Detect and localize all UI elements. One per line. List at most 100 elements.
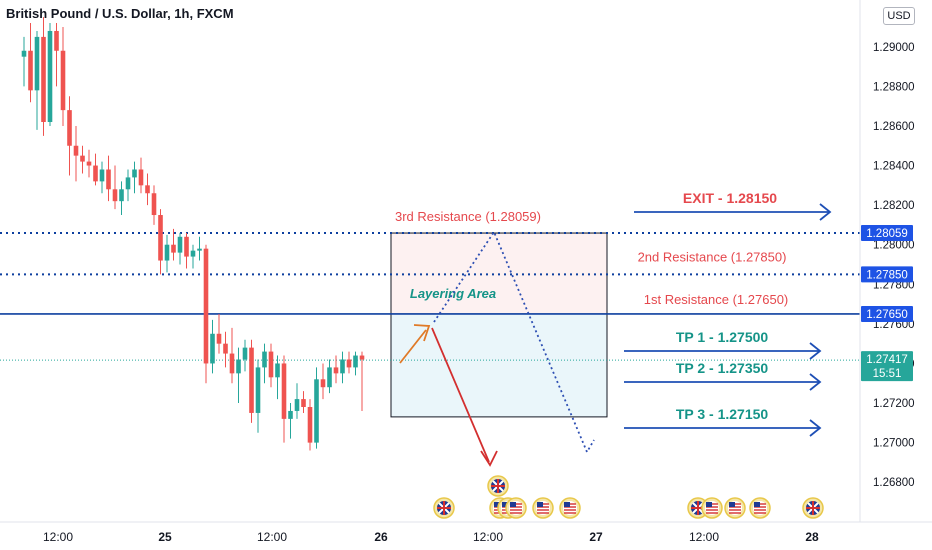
- candle-body: [301, 399, 306, 407]
- candle: [41, 17, 46, 136]
- y-tick-label: 1.28400: [873, 161, 915, 173]
- candle: [164, 234, 170, 273]
- candle-body: [125, 177, 131, 190]
- candle: [86, 149, 92, 178]
- candle: [223, 331, 228, 368]
- candle: [294, 383, 300, 419]
- candle-body: [255, 367, 261, 413]
- target-label: TP 2 - 1.27350: [676, 360, 769, 376]
- us-flag-icon: [701, 497, 723, 519]
- candle: [67, 96, 72, 176]
- candle: [359, 351, 365, 411]
- candle-body: [171, 244, 176, 253]
- candle: [145, 173, 150, 206]
- candle: [54, 23, 59, 87]
- candle: [340, 351, 345, 384]
- candle: [21, 36, 27, 87]
- y-tick-label: 1.27000: [873, 438, 915, 450]
- y-tick-label: 1.28000: [873, 240, 915, 252]
- level-label: 2nd Resistance (1.27850): [638, 249, 787, 264]
- candle-body: [93, 165, 98, 182]
- candle-body: [54, 30, 59, 51]
- candle: [171, 228, 176, 261]
- candle-body: [320, 379, 326, 388]
- x-tick-label: 12:00: [689, 530, 719, 544]
- level-price-tag: 1.27850: [866, 269, 908, 281]
- current-price-tag: 1.27417: [866, 354, 908, 366]
- candle: [93, 153, 98, 186]
- current-price-countdown: 15:51: [873, 368, 902, 380]
- candle: [73, 125, 79, 182]
- candle: [28, 23, 33, 103]
- candle-body: [307, 407, 313, 443]
- uk-flag-icon: [487, 475, 509, 497]
- candle-body: [340, 359, 345, 374]
- candle: [99, 161, 105, 194]
- currency-button[interactable]: USD: [883, 7, 915, 25]
- candle-body: [190, 250, 196, 257]
- candle: [119, 181, 124, 216]
- y-tick-label: 1.28200: [873, 200, 915, 212]
- candle: [314, 367, 319, 449]
- candle: [125, 169, 131, 202]
- candle-body: [80, 155, 85, 162]
- candle: [203, 244, 209, 384]
- candle: [281, 355, 287, 443]
- economic-events: [433, 475, 824, 519]
- candle: [47, 23, 53, 126]
- target-label: TP 3 - 1.27150: [676, 406, 769, 422]
- x-tick-label: 26: [374, 530, 388, 544]
- candle-body: [67, 110, 72, 146]
- candle: [275, 355, 280, 400]
- candle-body: [203, 248, 209, 364]
- candle-body: [28, 50, 33, 91]
- candle-body: [197, 248, 202, 251]
- candle-body: [138, 169, 144, 186]
- zone-lower: [390, 313, 608, 418]
- y-tick-label: 1.28800: [873, 81, 915, 93]
- x-tick-label: 27: [589, 530, 603, 544]
- y-tick-label: 1.28600: [873, 121, 915, 133]
- candle: [346, 351, 352, 374]
- candle-body: [359, 355, 365, 360]
- us-flag-icon: [505, 497, 527, 519]
- candle-body: [106, 169, 111, 190]
- level-label: 1st Resistance (1.27650): [644, 292, 789, 307]
- candle-body: [158, 215, 163, 261]
- candle-body: [216, 333, 222, 344]
- candle-body: [242, 347, 248, 360]
- candle-body: [333, 367, 339, 374]
- target-arrow-head: [809, 419, 822, 437]
- candle: [333, 355, 339, 384]
- candle-body: [21, 50, 27, 57]
- candles: [21, 17, 365, 451]
- down-arrow-line: [431, 327, 490, 463]
- target-label: TP 1 - 1.27500: [676, 329, 769, 345]
- candle-body: [177, 236, 183, 253]
- target-arrow-head: [809, 342, 822, 360]
- candle-body: [145, 185, 150, 194]
- candle: [301, 391, 306, 413]
- candle-body: [60, 50, 66, 111]
- candle-body: [346, 359, 352, 368]
- chart-title: British Pound / U.S. Dollar, 1h, FXCM: [6, 6, 234, 21]
- candle: [307, 399, 313, 451]
- candle: [151, 185, 157, 225]
- candle: [184, 232, 189, 269]
- candle-body: [151, 193, 157, 216]
- candle-body: [268, 351, 274, 378]
- level-price-tag: 1.27650: [866, 309, 908, 321]
- candle-body: [47, 30, 53, 122]
- level-price-tag-bg: [861, 225, 913, 242]
- level-label: 3rd Resistance (1.28059): [395, 209, 541, 224]
- current-price-tag-bg: [861, 351, 913, 382]
- target-arrow-head: [819, 203, 832, 221]
- targets: EXIT - 1.28150 TP 1 - 1.27500 TP 2 - 1.273…: [624, 190, 832, 437]
- candle-body: [288, 410, 293, 419]
- candle: [177, 232, 183, 265]
- us-flag-icon: [724, 497, 746, 519]
- price-tags: 1.28059 1.27850 1.27650 1.27417 15:51: [861, 225, 913, 382]
- x-tick-label: 28: [805, 530, 819, 544]
- projection-paths: [399, 230, 595, 467]
